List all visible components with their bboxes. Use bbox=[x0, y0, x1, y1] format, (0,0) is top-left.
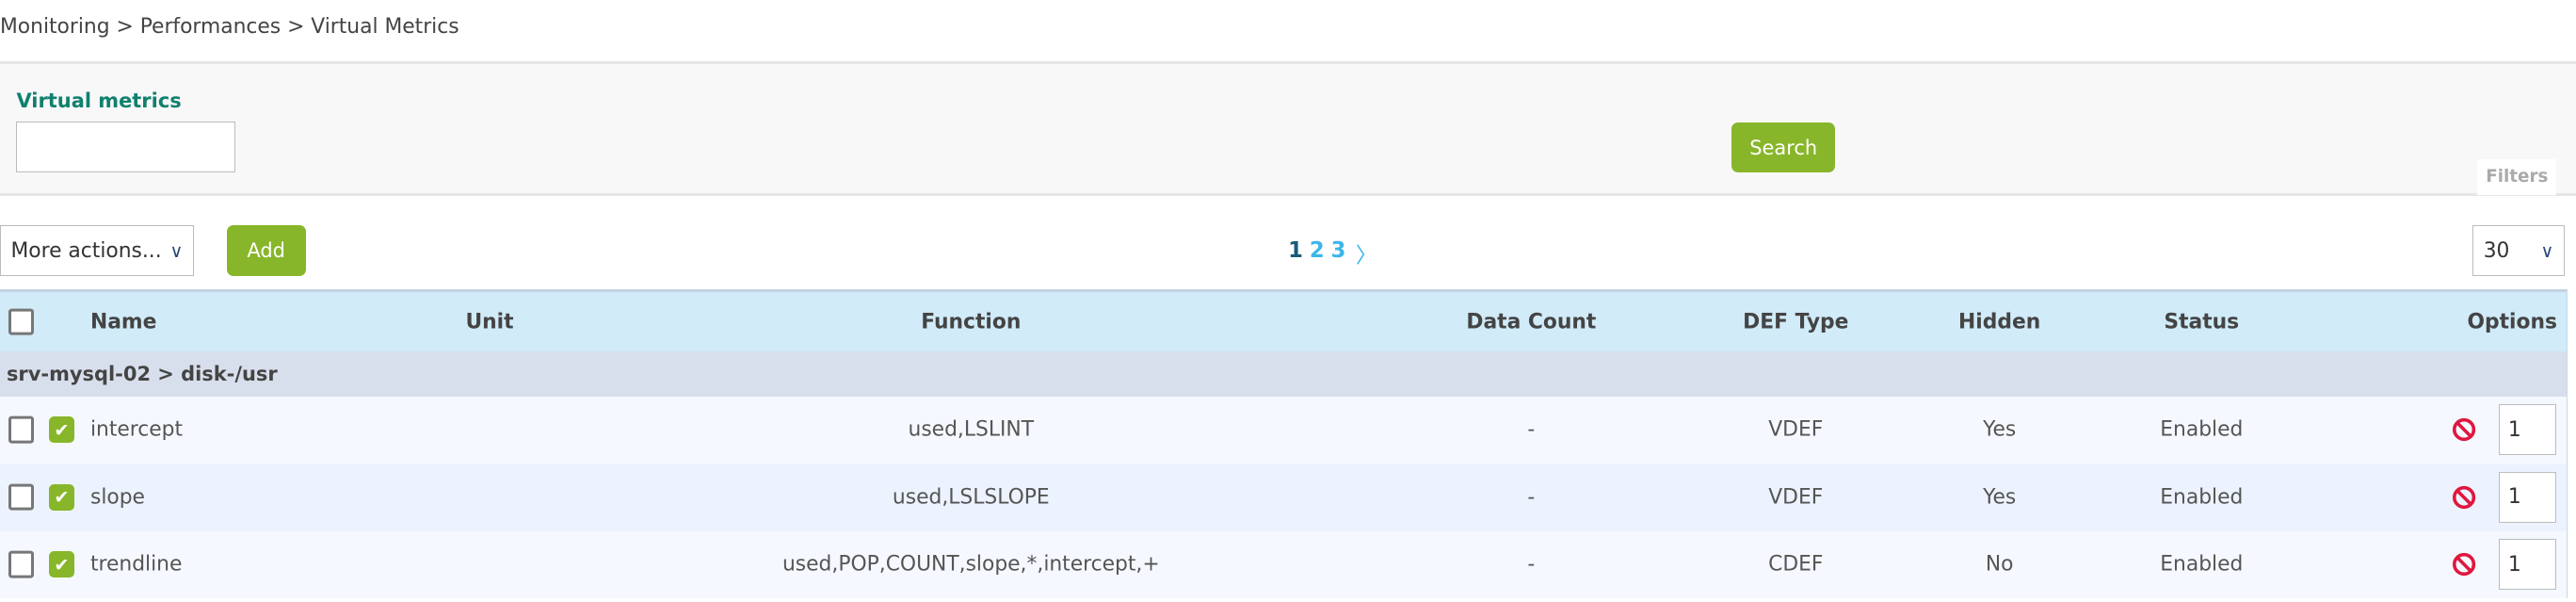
header-data-count: Data Count bbox=[1466, 310, 1597, 334]
checkmark-icon: ✔ bbox=[49, 416, 74, 444]
metric-name[interactable]: trendline bbox=[89, 552, 183, 577]
breadcrumb-virtual-metrics[interactable]: Virtual Metrics bbox=[311, 14, 459, 39]
table-row: ✔ trendline used,POP,COUNT,slope,*,inter… bbox=[0, 530, 2568, 599]
more-actions-select[interactable]: More actions... ∨ bbox=[0, 225, 194, 277]
metric-hidden: Yes bbox=[1983, 417, 2017, 442]
header-options: Options bbox=[2467, 310, 2557, 334]
add-button[interactable]: Add bbox=[226, 225, 306, 277]
duplicate-count-input[interactable]: 1 bbox=[2499, 539, 2557, 591]
metric-name[interactable]: slope bbox=[89, 485, 145, 510]
header-name[interactable]: Name bbox=[89, 310, 157, 334]
metric-data-count: - bbox=[1527, 417, 1536, 442]
metric-name[interactable]: intercept bbox=[89, 417, 184, 442]
disable-icon[interactable] bbox=[2452, 552, 2476, 577]
per-page-value: 30 bbox=[2483, 238, 2510, 263]
row-checkbox[interactable] bbox=[8, 415, 34, 444]
row-checkbox[interactable] bbox=[8, 551, 34, 578]
checkmark-icon: ✔ bbox=[49, 483, 74, 511]
row-checkbox[interactable] bbox=[8, 483, 34, 512]
header-function: Function bbox=[921, 310, 1022, 334]
breadcrumb-separator: > bbox=[109, 14, 140, 39]
virtual-metrics-search-input[interactable] bbox=[16, 121, 235, 172]
metric-status: Enabled bbox=[2160, 552, 2244, 577]
page-3[interactable]: 3 bbox=[1330, 238, 1346, 264]
metric-function: used,POP,COUNT,slope,*,intercept,+ bbox=[781, 552, 1160, 577]
search-button[interactable]: Search bbox=[1731, 122, 1836, 172]
header-unit: Unit bbox=[465, 310, 514, 334]
disable-icon[interactable] bbox=[2452, 417, 2476, 442]
metric-status: Enabled bbox=[2160, 417, 2244, 442]
breadcrumb-monitoring[interactable]: Monitoring bbox=[0, 14, 110, 39]
metric-def-type: VDEF bbox=[1768, 485, 1824, 510]
next-page-icon[interactable]: 〉 bbox=[1355, 244, 1377, 269]
metric-hidden: No bbox=[1985, 552, 2014, 577]
table-header: Name Unit Function Data Count DEF Type H… bbox=[0, 289, 2568, 352]
metric-status: Enabled bbox=[2160, 485, 2244, 510]
group-label: srv-mysql-02 > disk-/usr bbox=[6, 362, 278, 385]
page-1[interactable]: 1 bbox=[1288, 238, 1303, 264]
duplicate-count-input[interactable]: 1 bbox=[2499, 471, 2557, 523]
header-status: Status bbox=[2164, 310, 2240, 334]
select-all-checkbox[interactable] bbox=[8, 308, 34, 336]
breadcrumb-separator: > bbox=[281, 14, 312, 39]
header-def-type: DEF Type bbox=[1743, 310, 1849, 334]
more-actions-label: More actions... bbox=[10, 238, 162, 263]
table-row: ✔ slope used,LSLSLOPE - VDEF Yes Enabled… bbox=[0, 464, 2568, 531]
chevron-down-icon: ∨ bbox=[169, 239, 184, 262]
group-row: srv-mysql-02 > disk-/usr bbox=[0, 351, 2568, 397]
metric-function: used,LSLSLOPE bbox=[892, 485, 1050, 510]
filters-tab[interactable]: Filters bbox=[2477, 158, 2557, 196]
metric-hidden: Yes bbox=[1983, 485, 2017, 510]
filter-panel: Virtual metrics Search Filters bbox=[0, 60, 2576, 196]
header-hidden: Hidden bbox=[1958, 310, 2041, 334]
breadcrumb: Monitoring > Performances > Virtual Metr… bbox=[0, 15, 459, 39]
page-2[interactable]: 2 bbox=[1309, 238, 1325, 264]
checkmark-icon: ✔ bbox=[49, 551, 74, 578]
metric-data-count: - bbox=[1527, 552, 1536, 577]
metric-def-type: CDEF bbox=[1768, 552, 1824, 577]
disable-icon[interactable] bbox=[2452, 485, 2476, 510]
pagination: 1 2 3 〉 bbox=[1288, 238, 1377, 269]
filter-label: Virtual metrics bbox=[16, 89, 182, 113]
metric-function: used,LSLINT bbox=[908, 417, 1035, 442]
chevron-down-icon: ∨ bbox=[2540, 239, 2554, 262]
breadcrumb-performances[interactable]: Performances bbox=[139, 14, 282, 39]
per-page-select[interactable]: 30 ∨ bbox=[2472, 225, 2565, 277]
metric-def-type: VDEF bbox=[1768, 417, 1824, 442]
virtual-metrics-table: Name Unit Function Data Count DEF Type H… bbox=[0, 289, 2568, 599]
duplicate-count-input[interactable]: 1 bbox=[2499, 404, 2557, 456]
table-row: ✔ intercept used,LSLINT - VDEF Yes Enabl… bbox=[0, 396, 2568, 464]
metric-data-count: - bbox=[1527, 485, 1536, 510]
